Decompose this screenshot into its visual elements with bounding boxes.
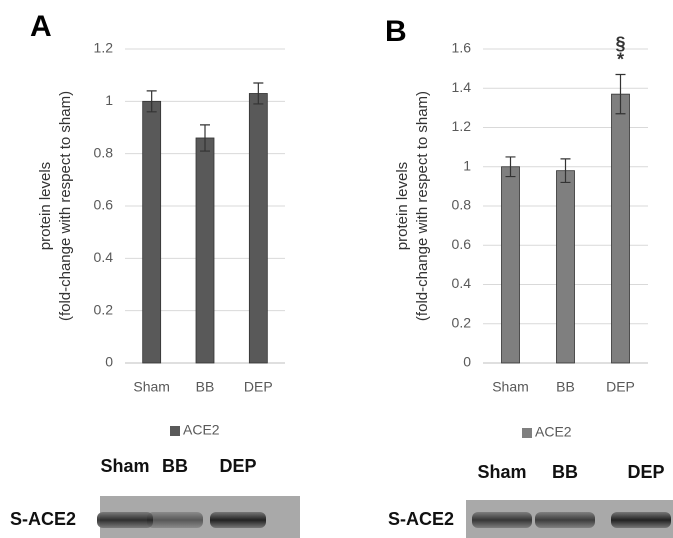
y-tick-label: 0.2 <box>94 301 114 317</box>
blot-lane-label: Sham <box>477 462 526 482</box>
y-axis-label: (fold-change with respect to sham) <box>57 91 74 321</box>
bar <box>557 171 575 363</box>
x-tick-label: Sham <box>492 379 529 395</box>
bar <box>249 93 267 363</box>
y-tick-label: 0 <box>463 354 471 370</box>
legend-swatch <box>170 426 180 436</box>
y-tick-label: 1.2 <box>452 118 472 134</box>
x-tick-label: DEP <box>244 379 273 395</box>
blot-lane-label: Sham <box>100 456 149 476</box>
y-tick-label: 0.8 <box>452 197 472 213</box>
y-tick-label: 1.6 <box>452 40 472 56</box>
legend-label: ACE2 <box>535 424 572 440</box>
figure: Aprotein levels(fold-change with respect… <box>0 0 673 538</box>
panel-label: B <box>385 15 407 48</box>
y-tick-label: 1.2 <box>94 40 114 56</box>
y-tick-label: 1 <box>105 92 113 108</box>
y-tick-label: 0.2 <box>452 314 472 330</box>
bar <box>143 101 161 363</box>
y-tick-label: 0.4 <box>94 249 114 265</box>
y-tick-label: 0.6 <box>452 236 472 252</box>
blot-lane-label: DEP <box>219 456 256 476</box>
y-axis-label: protein levels <box>394 162 411 250</box>
blot-lane-label: DEP <box>627 462 664 482</box>
blot-label: S-ACE2 <box>10 509 76 529</box>
panel-label: A <box>30 10 52 43</box>
legend-swatch <box>522 428 532 438</box>
y-tick-label: 0.8 <box>94 144 114 160</box>
blot-lane-label: BB <box>162 456 188 476</box>
x-tick-label: BB <box>196 379 215 395</box>
blot-band <box>210 512 266 528</box>
y-axis-label: (fold-change with respect to sham) <box>414 91 431 321</box>
bar <box>612 94 630 363</box>
bar <box>196 138 214 363</box>
x-tick-label: BB <box>556 379 575 395</box>
x-tick-label: DEP <box>606 379 635 395</box>
y-tick-label: 0.6 <box>94 197 114 213</box>
y-tick-label: 1.4 <box>452 79 472 95</box>
significance-mark: * <box>617 49 624 69</box>
blot-band <box>611 512 671 528</box>
blot-band <box>147 512 203 528</box>
y-tick-label: 0 <box>105 354 113 370</box>
x-tick-label: Sham <box>133 379 170 395</box>
y-axis-label: protein levels <box>37 162 54 250</box>
y-tick-label: 0.4 <box>452 275 472 291</box>
blot-lane-label: BB <box>552 462 578 482</box>
blot-band <box>535 512 595 528</box>
bar <box>502 167 520 363</box>
legend-label: ACE2 <box>183 422 220 438</box>
blot-band <box>472 512 532 528</box>
blot-band <box>97 512 153 528</box>
y-tick-label: 1 <box>463 157 471 173</box>
blot-label: S-ACE2 <box>388 509 454 529</box>
